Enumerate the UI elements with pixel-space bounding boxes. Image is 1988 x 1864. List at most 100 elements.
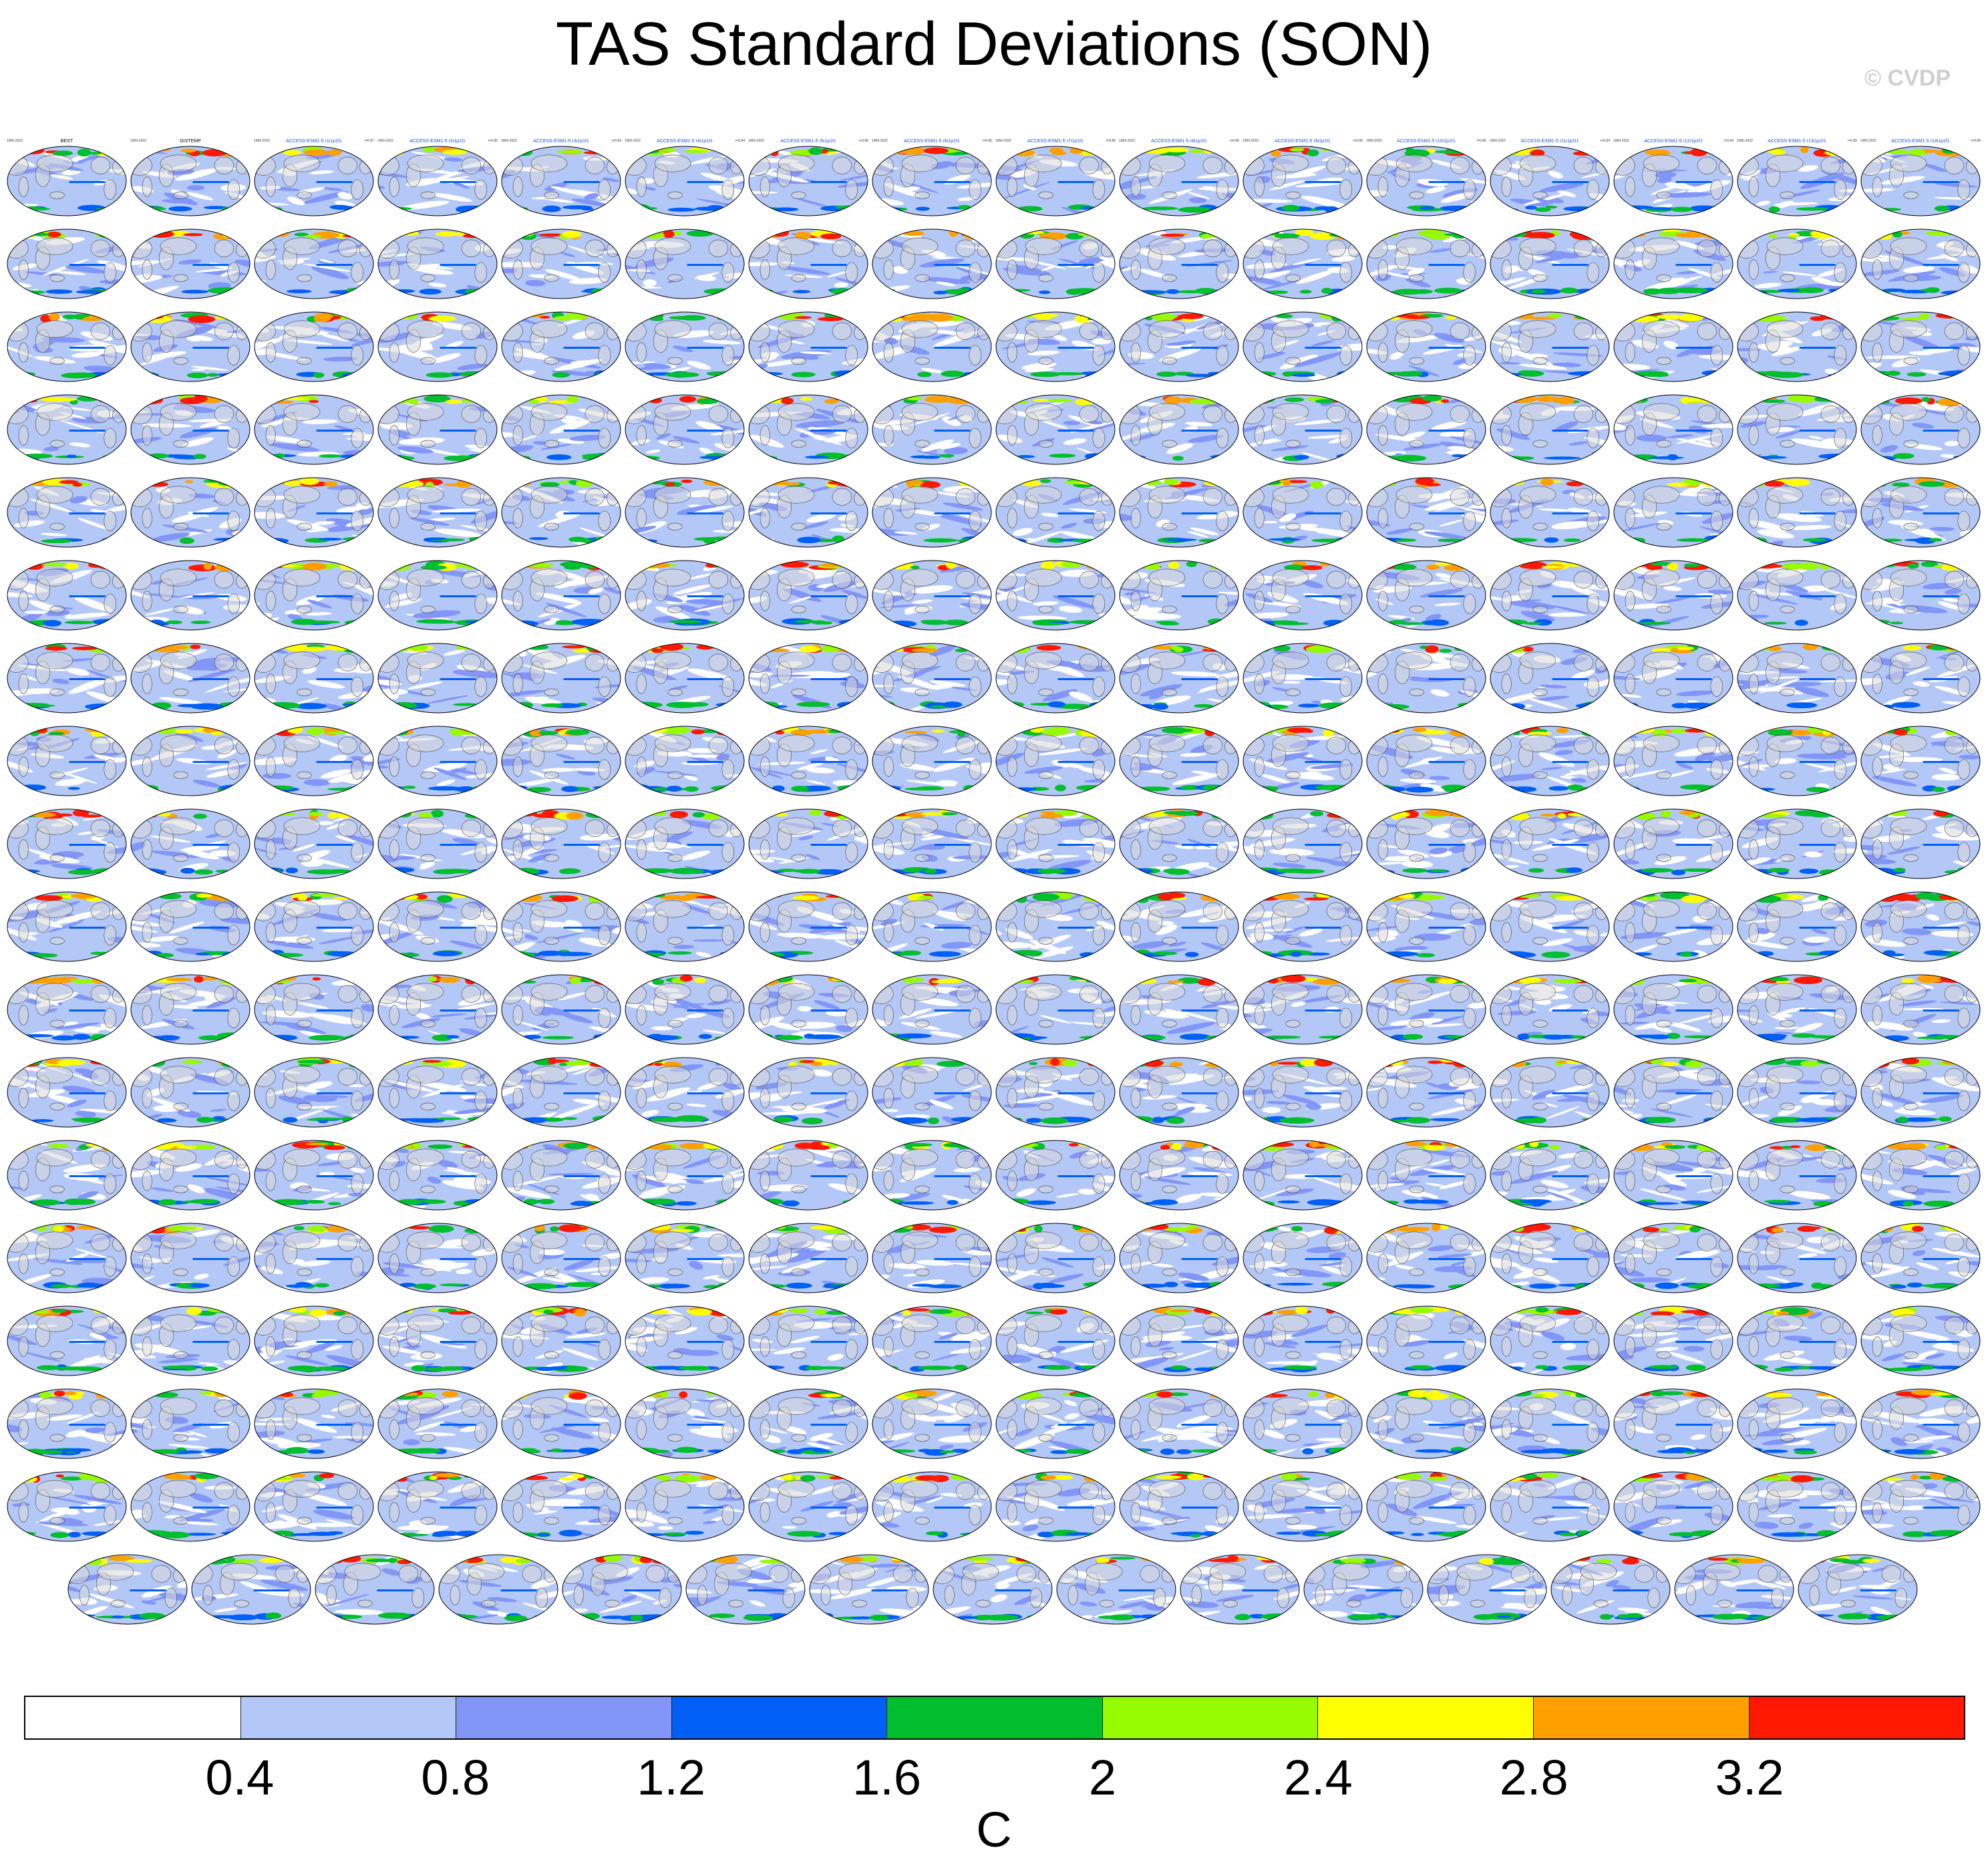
continent-outline (378, 735, 399, 756)
southern-ocean-variance (1080, 206, 1094, 210)
variance-streak (1584, 462, 1601, 464)
equatorial-band (69, 595, 106, 597)
variance-streak (56, 271, 86, 275)
robinson-map (1490, 311, 1610, 382)
continent-outline (1130, 259, 1141, 280)
continent-outline (1463, 262, 1476, 283)
arctic-variance (1540, 478, 1554, 486)
continent-outline (1025, 403, 1062, 421)
continent-outline (378, 404, 399, 424)
southern-ocean-variance (236, 373, 250, 377)
map-border (1119, 228, 1239, 299)
southern-ocean-variance (606, 537, 621, 544)
arctic-variance (1204, 480, 1232, 487)
equatorial-band (1428, 595, 1465, 597)
panel-pattern-correlation: r=0.87 (364, 139, 374, 143)
equatorial-band (1799, 595, 1836, 597)
continent-outline (1120, 155, 1141, 176)
map-panel: ACCESS-ESM1-5 r10i1p1f1 1950-2022 r=0.85 (1366, 139, 1486, 218)
map-panel (1737, 305, 1857, 383)
panel-title: ACCESS-ESM1-5 r4i1p1f1 (657, 139, 713, 144)
continent-outline (955, 405, 976, 423)
equatorial-band (1552, 347, 1589, 349)
map-border (1490, 228, 1610, 299)
robinson-map (1490, 560, 1610, 631)
panel-pattern-correlation: r=0.85 (488, 139, 498, 143)
variance-streak (1460, 178, 1486, 184)
southern-ocean-variance (1544, 537, 1559, 543)
southern-ocean-variance (1438, 538, 1465, 542)
continent-outline (901, 320, 939, 338)
continent-outline (1162, 688, 1177, 696)
arctic-variance (1173, 647, 1184, 653)
continent-outline (585, 736, 605, 754)
variance-streak (1296, 270, 1335, 284)
arctic-variance (47, 231, 61, 238)
southern-ocean-variance (75, 290, 106, 294)
continent-outline (337, 405, 358, 423)
map-panel (1366, 305, 1486, 383)
southern-ocean-variance (1156, 371, 1178, 377)
continent-outline (1395, 237, 1433, 255)
arctic-variance (1444, 565, 1464, 571)
continent-outline (1162, 522, 1177, 530)
southern-ocean-variance (1840, 454, 1854, 461)
southern-ocean-variance (921, 619, 935, 623)
map-panel (7, 222, 127, 301)
continent-outline (36, 154, 73, 172)
continent-outline (1820, 571, 1841, 589)
variance-streak (416, 267, 454, 275)
equatorial-band (1675, 512, 1712, 514)
continent-outline (474, 179, 488, 200)
variance-streak (1800, 172, 1844, 189)
arctic-variance (696, 398, 718, 404)
robinson-map (377, 146, 498, 216)
arctic-variance (1250, 563, 1263, 570)
continent-outline (1101, 242, 1114, 257)
continent-outline (915, 605, 930, 613)
arctic-variance (538, 731, 558, 736)
robinson-map (748, 394, 868, 465)
continent-outline (104, 262, 117, 283)
continent-outline (214, 571, 234, 589)
equatorial-band (934, 761, 971, 763)
continent-outline (1966, 242, 1979, 257)
equatorial-band (192, 181, 229, 183)
continent-outline (1377, 425, 1388, 446)
continent-outline (214, 488, 234, 506)
continent-outline (845, 428, 858, 448)
southern-ocean-variance (1321, 287, 1333, 294)
robinson-map (748, 146, 868, 216)
panel-title: ACCESS-ESM1-5 r3i1p1f1 (533, 139, 589, 144)
robinson-map (1613, 228, 1733, 299)
continent-outline (955, 239, 976, 257)
continent-outline (1903, 357, 1919, 365)
variance-streak (164, 192, 198, 206)
variance-streak (570, 360, 587, 363)
continent-outline (1490, 155, 1512, 176)
arctic-variance (1796, 397, 1816, 403)
continent-outline (1272, 403, 1309, 421)
continent-outline (297, 688, 312, 696)
continent-outline (1820, 156, 1841, 174)
continent-outline (1614, 238, 1635, 259)
equatorial-band (192, 347, 229, 349)
robinson-map (625, 311, 745, 382)
robinson-map (1242, 311, 1363, 382)
continent-outline (112, 490, 125, 506)
map-panel (501, 470, 621, 549)
arctic-variance (931, 730, 945, 733)
continent-outline (297, 522, 312, 530)
variance-streak (1674, 241, 1704, 250)
map-panel (995, 470, 1116, 549)
continent-outline (378, 486, 399, 507)
continent-outline (1842, 573, 1855, 589)
arctic-variance (98, 397, 118, 403)
continent-outline (160, 569, 197, 587)
panel-title: ACCESS-ESM1-5 r13i1p1f1 (1768, 139, 1826, 144)
continent-outline (1573, 239, 1594, 257)
continent-outline (1966, 325, 1979, 340)
arctic-variance (455, 480, 472, 488)
equatorial-band (1923, 264, 1959, 266)
continent-outline (544, 357, 559, 365)
